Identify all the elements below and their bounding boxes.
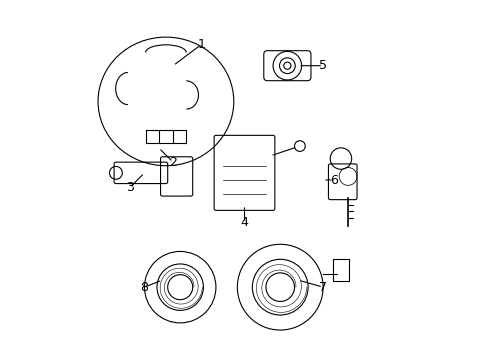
Text: 5: 5 xyxy=(319,59,326,72)
Text: 2: 2 xyxy=(169,156,177,168)
Text: 7: 7 xyxy=(319,281,326,294)
Text: 4: 4 xyxy=(240,216,248,229)
Text: 3: 3 xyxy=(126,181,134,194)
Text: 6: 6 xyxy=(329,174,337,186)
Text: 8: 8 xyxy=(140,281,148,294)
Text: 1: 1 xyxy=(197,38,205,51)
